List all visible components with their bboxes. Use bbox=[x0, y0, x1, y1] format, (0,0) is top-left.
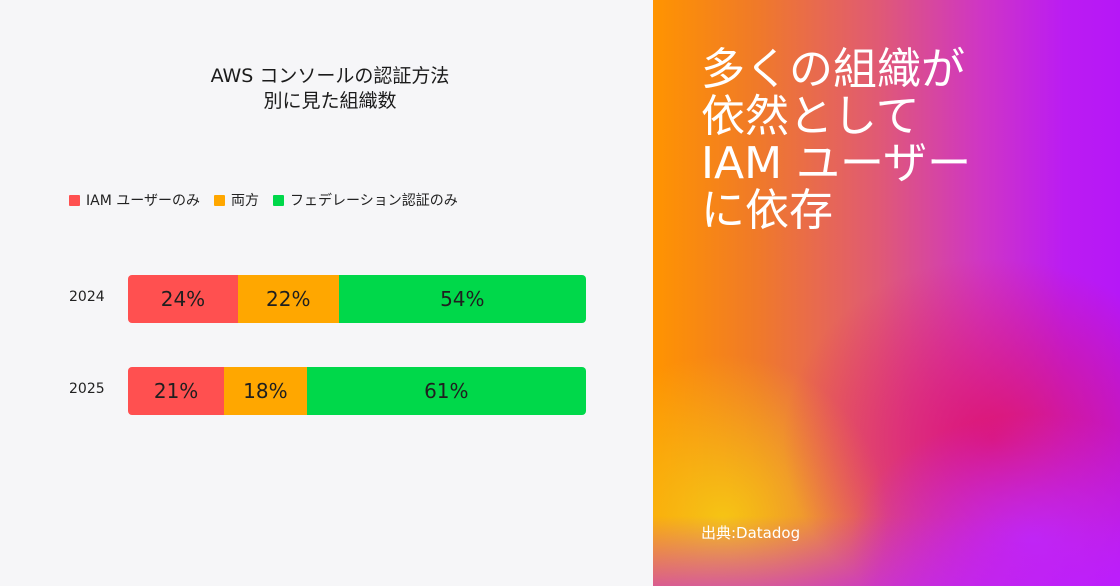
chart-title: AWS コンソールの認証方法 別に見た組織数 bbox=[160, 64, 500, 114]
stacked-bar: 24% 22% 54% bbox=[128, 275, 586, 323]
legend-swatch bbox=[69, 194, 80, 206]
chart-title-line-2: 別に見た組織数 bbox=[263, 90, 397, 112]
row-label: 2024 bbox=[69, 289, 105, 305]
source-credit: 出典:Datadog bbox=[701, 524, 801, 542]
headline-panel: 多くの組織が 依然として IAM ユーザー に依存 出典:Datadog bbox=[653, 0, 1120, 586]
row-label: 2025 bbox=[69, 381, 105, 397]
chart-legend: IAM ユーザーのみ 両方 フェデレーション認証のみ bbox=[69, 190, 472, 210]
bar-segment: 24% bbox=[128, 275, 238, 323]
data-label: 24% bbox=[160, 287, 206, 311]
chart-title-line-1: AWS コンソールの認証方法 bbox=[210, 65, 450, 87]
bar-segment: 54% bbox=[338, 275, 586, 323]
data-label: 22% bbox=[266, 287, 311, 311]
headline-text: 多くの組織が 依然として IAM ユーザー に依存 bbox=[701, 44, 972, 236]
legend-item: フェデレーション認証のみ bbox=[272, 190, 458, 210]
data-label: 21% bbox=[153, 379, 199, 403]
data-label: 18% bbox=[243, 379, 288, 403]
bar-segment: 21% bbox=[128, 367, 225, 415]
stacked-bar: 21% 18% 61% bbox=[128, 367, 586, 415]
chart-panel: AWS コンソールの認証方法 別に見た組織数 IAM ユーザーのみ 両方 フェデレー… bbox=[69, 64, 586, 415]
bar-segment: 22% bbox=[237, 275, 339, 323]
data-label: 54% bbox=[440, 287, 485, 311]
legend-swatch bbox=[272, 194, 284, 206]
legend-swatch bbox=[213, 194, 225, 206]
bar-segment: 18% bbox=[224, 367, 307, 415]
legend-item: IAM ユーザーのみ bbox=[69, 190, 200, 210]
legend-item: 両方 bbox=[213, 190, 259, 210]
legend-label: フェデレーション認証のみ bbox=[289, 193, 458, 209]
legend-label: 両方 bbox=[230, 193, 259, 209]
legend-label: IAM ユーザーのみ bbox=[86, 193, 200, 209]
data-label: 61% bbox=[424, 379, 469, 403]
bar-segment: 61% bbox=[306, 367, 586, 415]
